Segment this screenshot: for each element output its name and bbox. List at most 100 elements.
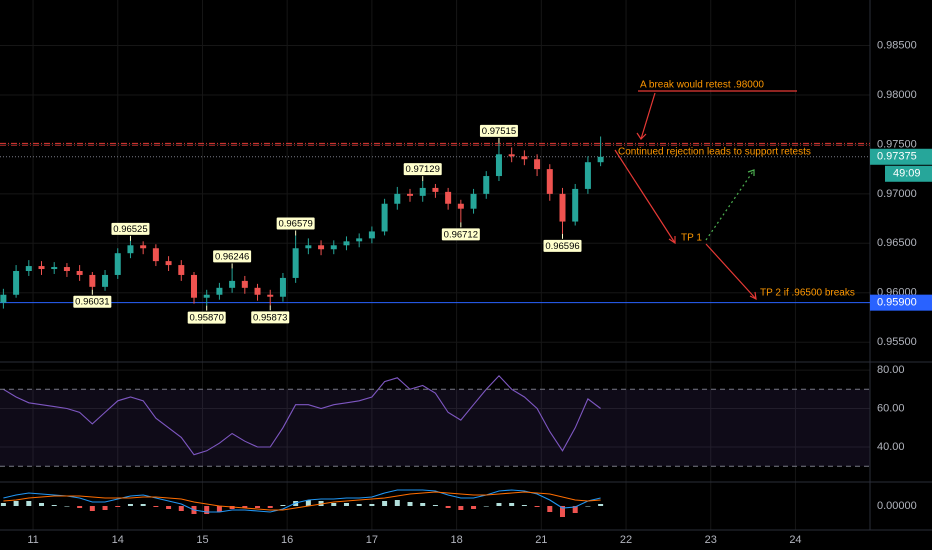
candle-body [203, 294, 210, 298]
candle-body [190, 274, 197, 298]
macd-histogram-bar [458, 506, 464, 510]
x-tick-label: 16 [281, 534, 293, 546]
macd-histogram-bar [13, 501, 19, 506]
annotation: TP 2 if .96500 breaks [760, 288, 855, 299]
callout-box [441, 228, 480, 241]
candle-body [140, 245, 147, 249]
candle-body [483, 176, 490, 194]
x-tick-label: 22 [620, 534, 632, 546]
macd-histogram-bar [369, 504, 375, 506]
y-tick-label: 0.97000 [877, 188, 917, 200]
callout-label: 0.96031 [75, 297, 109, 308]
callout-box [213, 250, 252, 263]
annotation: A break would retest .98000 [640, 80, 764, 91]
macd-histogram-bar [547, 506, 553, 512]
candle-body [559, 193, 566, 222]
candle-body [521, 156, 528, 160]
support-label: 0.95900 [877, 297, 917, 309]
macd-histogram-bar [445, 506, 451, 508]
timer-badge [885, 165, 932, 182]
last-price-badge [870, 148, 932, 165]
candle-body [330, 245, 337, 250]
arrow [614, 149, 676, 244]
macd-histogram-bar [471, 506, 477, 509]
macd-histogram-bar [559, 506, 565, 517]
callout-box [111, 222, 150, 235]
callout-box [543, 239, 582, 252]
candle-body [76, 271, 83, 275]
candle-body [292, 248, 299, 278]
candle-body [38, 266, 45, 270]
callout-label: 0.97129 [406, 164, 440, 175]
timer-label: 49:09 [893, 168, 921, 180]
macd-histogram-bar [204, 506, 210, 514]
rsi-tick-label: 40.00 [877, 441, 905, 453]
macd-histogram-bar [242, 506, 248, 508]
macd-histogram-bar [483, 506, 489, 507]
candle-body [419, 187, 426, 196]
annotation: Continued rejection leads to support ret… [618, 147, 811, 158]
arrow [640, 92, 656, 140]
macd-histogram-bar [356, 504, 362, 506]
y-tick-label: 0.96500 [877, 237, 917, 249]
x-tick-label: 21 [535, 534, 547, 546]
rsi-line [3, 374, 601, 456]
macd-histogram-bar [496, 503, 502, 506]
candle-body [368, 231, 375, 239]
candle-body [495, 154, 502, 177]
callout-label: 0.97515 [482, 126, 516, 137]
macd-histogram-bar [178, 506, 184, 511]
candle-body [546, 169, 553, 194]
callout-label: 0.96579 [278, 219, 312, 230]
candle-body [584, 162, 591, 189]
y-tick-label: 0.98500 [877, 39, 917, 51]
x-tick-label: 23 [705, 534, 717, 546]
macd-histogram-bar [39, 503, 45, 506]
candle-body [254, 287, 261, 295]
candle-body [229, 280, 236, 288]
macd-histogram-bar [432, 505, 438, 506]
macd-histogram-bar [572, 506, 578, 513]
signal-line [3, 491, 601, 511]
callout-label: 0.95870 [190, 313, 224, 324]
callout-label: 0.96246 [215, 251, 249, 262]
callout-box [187, 311, 226, 324]
y-tick-label: 0.95500 [877, 336, 917, 348]
x-tick-label: 11 [27, 534, 38, 546]
candle-body [394, 193, 401, 204]
candle-body [114, 253, 121, 275]
rsi-tick-label: 80.00 [877, 364, 905, 376]
callout-box [73, 295, 112, 308]
macd-histogram-bar [382, 501, 388, 506]
candle-body [305, 245, 312, 249]
macd-histogram-bar [26, 501, 32, 506]
candle-body [89, 274, 96, 287]
macd-histogram-bar [255, 506, 261, 508]
candle-body [165, 261, 172, 266]
callout-label: 0.95873 [253, 312, 287, 323]
macd-histogram-bar [115, 506, 121, 507]
candle-body [102, 274, 109, 287]
rsi-band [0, 389, 870, 467]
callout-label: 0.96525 [113, 224, 147, 235]
macd-histogram-bar [534, 506, 540, 507]
macd-histogram-bar [598, 504, 604, 506]
candle-body [470, 193, 477, 209]
arrow [705, 169, 755, 241]
x-tick-label: 15 [196, 534, 208, 546]
x-tick-label: 14 [112, 534, 124, 546]
candle-body [279, 277, 286, 297]
candle-body [267, 294, 274, 297]
candle-body [534, 159, 541, 170]
candle-body [216, 287, 223, 295]
last-price-label: 0.97375 [877, 151, 917, 163]
candle-body [457, 203, 464, 209]
macd-histogram-bar [64, 506, 70, 507]
macd-histogram-bar [420, 503, 426, 506]
candle-body [572, 188, 579, 222]
candle-body [432, 187, 439, 192]
macd-histogram-bar [343, 503, 349, 506]
macd-histogram-bar [521, 505, 527, 506]
